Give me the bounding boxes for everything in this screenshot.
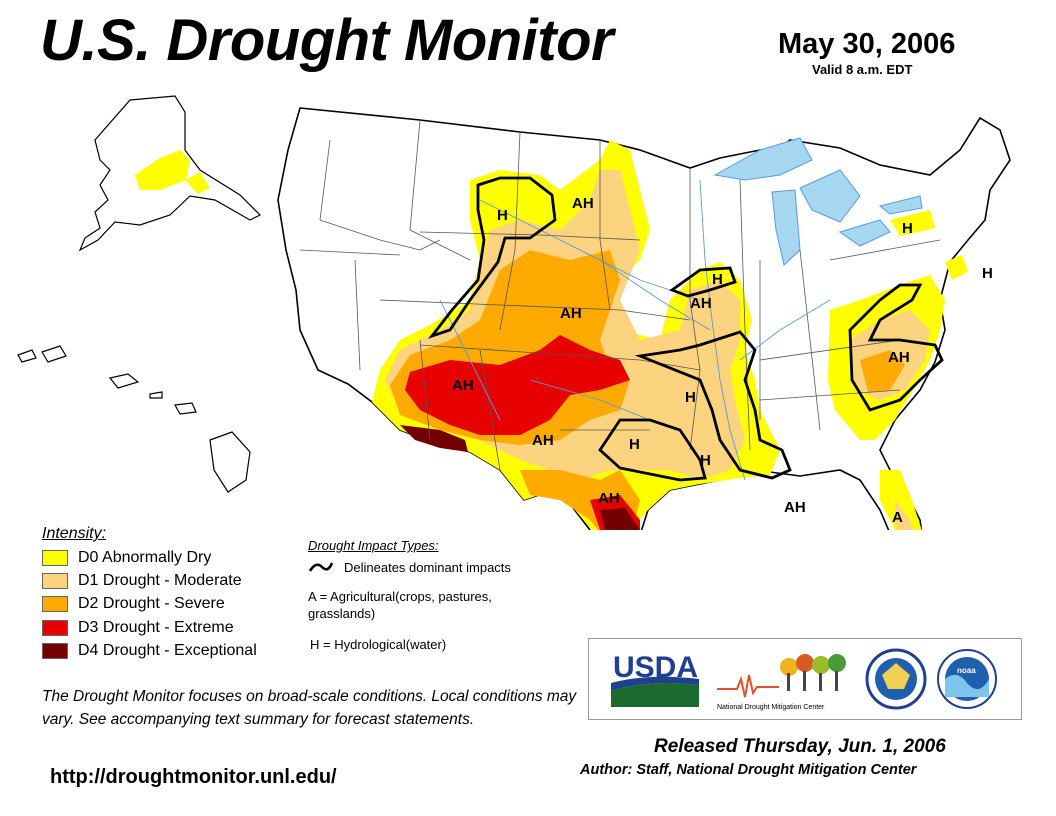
usda-logo: USDA xyxy=(611,651,699,707)
author-credit: Author: Staff, National Drought Mitigati… xyxy=(580,762,917,778)
legend-label: D3 Drought - Extreme xyxy=(78,619,234,636)
noaa-text: noaa xyxy=(957,666,976,675)
map-date: May 30, 2006 xyxy=(778,28,956,60)
map-title: U.S. Drought Monitor xyxy=(40,8,614,73)
rivers xyxy=(439,179,831,481)
disclaimer-note: The Drought Monitor focuses on broad-sca… xyxy=(42,688,577,728)
label-h-mississippi: H xyxy=(700,452,711,469)
hawaii-inset xyxy=(17,345,251,493)
label-ah-gulf: AH xyxy=(784,499,806,516)
logos-graphic: USDA National Drought Mitigation Center xyxy=(611,648,997,711)
d1-swatch xyxy=(42,573,68,589)
label-a-florida: A xyxy=(892,509,903,526)
legend-label: D4 Drought - Exceptional xyxy=(78,642,257,659)
partner-logos: USDA National Drought Mitigation Center xyxy=(588,638,1022,720)
d3-swatch xyxy=(42,620,68,636)
label-h-montana: H xyxy=(497,207,508,224)
impact-boundaries xyxy=(428,176,944,482)
release-date: Released Thursday, Jun. 1, 2006 xyxy=(654,736,946,757)
ndmc-logo: National Drought Mitigation Center xyxy=(717,654,846,711)
drought-map: H AH H AH AH AH H AH H H AH AH H H AH A xyxy=(17,95,1011,530)
valid-time: Valid 8 a.m. EDT xyxy=(812,62,913,77)
legend-row-d3: D3 Drought - Extreme xyxy=(42,618,234,638)
label-h-northeast: H xyxy=(982,265,993,282)
label-h-ny: H xyxy=(902,220,913,237)
impact-hydrological: H = Hydrological(water) xyxy=(310,637,447,652)
alaska-inset xyxy=(78,95,262,252)
legend-row-d4: D4 Drought - Exceptional xyxy=(42,641,257,661)
label-h-louisiana: H xyxy=(629,436,640,453)
ndmc-text: National Drought Mitigation Center xyxy=(717,704,825,711)
label-ah-colorado: AH xyxy=(560,305,582,322)
label-ah-texas: AH xyxy=(598,490,620,507)
legend-label: D0 Abnormally Dry xyxy=(78,549,212,566)
website-url[interactable]: http://droughtmonitor.unl.edu/ xyxy=(50,766,337,788)
commerce-seal-icon xyxy=(865,648,927,710)
legend-row-d0: D0 Abnormally Dry xyxy=(42,548,211,568)
impact-agricultural-line2: grasslands) xyxy=(308,606,376,621)
label-h-illinois: H xyxy=(712,271,723,288)
impact-line-icon xyxy=(308,562,334,572)
great-lakes xyxy=(713,137,923,266)
label-ah-arizona: AH xyxy=(452,377,474,394)
legend-row-d1: D1 Drought - Moderate xyxy=(42,571,242,591)
d0-swatch xyxy=(42,550,68,566)
d4-areas xyxy=(400,425,640,530)
impact-delineates-row: Delineates dominant impacts xyxy=(308,559,511,575)
label-ah-newmexico: AH xyxy=(532,432,554,449)
intensity-legend-title: Intensity: xyxy=(42,525,107,542)
state-borders xyxy=(299,119,941,471)
d2-swatch xyxy=(42,596,68,612)
impact-delineates-text: Delineates dominant impacts xyxy=(344,559,511,575)
legend-label: D2 Drought - Severe xyxy=(78,595,225,612)
legend-row-d2: D2 Drought - Severe xyxy=(42,594,225,614)
alaska-d0-area xyxy=(135,150,190,190)
label-ah-dakotas: AH xyxy=(572,195,594,212)
legend-label: D1 Drought - Moderate xyxy=(78,572,242,589)
impact-agricultural-line1: A = Agricultural(crops, pastures, xyxy=(308,589,492,604)
impact-labels: H AH H AH AH AH H AH H H AH AH H H AH A xyxy=(452,195,993,526)
impact-types-title: Drought Impact Types: xyxy=(308,538,439,553)
label-ah-virginia: AH xyxy=(888,349,910,366)
label-ah-iowa: AH xyxy=(690,295,712,312)
noaa-logo: noaa xyxy=(937,649,997,709)
d4-swatch xyxy=(42,643,68,659)
label-h-arkansas: H xyxy=(685,389,696,406)
